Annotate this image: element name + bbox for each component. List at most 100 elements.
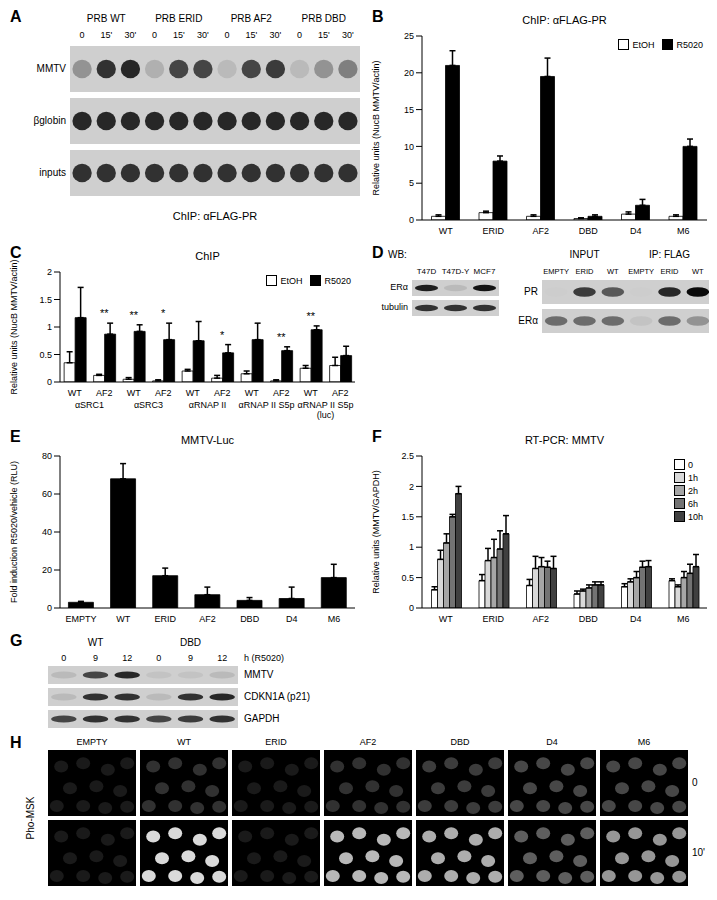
svg-text:PRB WT: PRB WT	[87, 13, 126, 24]
svg-text:5: 5	[409, 178, 414, 188]
svg-text:2.5: 2.5	[401, 451, 414, 461]
svg-text:WT: WT	[177, 737, 191, 747]
svg-text:20: 20	[404, 68, 414, 78]
svg-text:AF2: AF2	[199, 614, 216, 624]
svg-text:0.5: 0.5	[39, 350, 52, 360]
svg-text:30': 30'	[125, 30, 137, 40]
svg-text:AF2: AF2	[96, 388, 113, 398]
svg-text:WB:: WB:	[388, 249, 407, 260]
svg-text:WT: WT	[245, 388, 259, 398]
svg-text:15: 15	[404, 105, 414, 115]
svg-text:10': 10'	[692, 847, 705, 858]
svg-text:*: *	[220, 329, 225, 341]
svg-text:0: 0	[409, 603, 414, 613]
svg-text:0: 0	[80, 30, 85, 40]
svg-text:ERID: ERID	[661, 267, 680, 276]
svg-text:EMPTY: EMPTY	[76, 737, 107, 747]
svg-text:9: 9	[93, 653, 98, 663]
svg-text:0: 0	[409, 215, 414, 225]
svg-text:D4: D4	[546, 737, 558, 747]
svg-text:tubulin: tubulin	[381, 302, 408, 312]
svg-text:WT: WT	[439, 614, 453, 624]
svg-text:IP: FLAG: IP: FLAG	[649, 249, 690, 260]
svg-text:ChIP: αFLAG-PR: ChIP: αFLAG-PR	[173, 210, 258, 222]
svg-text:ERα: ERα	[390, 282, 408, 292]
svg-text:AF2: AF2	[332, 388, 349, 398]
svg-text:15': 15'	[100, 30, 112, 40]
svg-text:DBD: DBD	[579, 614, 599, 624]
svg-text:M6: M6	[677, 614, 690, 624]
svg-text:ERID: ERID	[482, 614, 504, 624]
svg-text:1: 1	[409, 542, 414, 552]
svg-text:D4: D4	[286, 614, 298, 624]
svg-text:2: 2	[47, 267, 52, 277]
svg-text:0: 0	[225, 30, 230, 40]
svg-text:10: 10	[404, 142, 414, 152]
svg-text:15': 15'	[318, 30, 330, 40]
svg-text:A: A	[10, 8, 22, 25]
svg-text:30': 30'	[197, 30, 209, 40]
svg-text:PRB ERID: PRB ERID	[155, 13, 202, 24]
svg-text:Fold induction R5020/vehicle (: Fold induction R5020/vehicle (RLU)	[9, 461, 19, 603]
svg-text:βglobin: βglobin	[34, 115, 66, 126]
svg-text:WT: WT	[127, 388, 141, 398]
svg-text:9: 9	[188, 653, 193, 663]
svg-text:ERα: ERα	[518, 315, 538, 326]
svg-text:Pho-MSK: Pho-MSK	[25, 796, 36, 839]
svg-text:ERID: ERID	[265, 737, 287, 747]
svg-text:Relative units (NucB MMTV/acti: Relative units (NucB MMTV/actin)	[371, 60, 381, 195]
svg-text:20: 20	[42, 565, 52, 575]
svg-text:MMTV: MMTV	[37, 63, 67, 74]
svg-text:DBD: DBD	[180, 637, 201, 648]
svg-text:**: **	[129, 309, 138, 321]
svg-text:25: 25	[404, 31, 414, 41]
svg-text:WT: WT	[692, 267, 704, 276]
svg-text:AF2: AF2	[273, 388, 290, 398]
svg-text:MCF7: MCF7	[474, 267, 496, 276]
svg-text:Relative units (MMTV/GAPDH): Relative units (MMTV/GAPDH)	[371, 470, 381, 594]
svg-text:30': 30'	[270, 30, 282, 40]
svg-text:**: **	[100, 307, 109, 319]
svg-text:1.5: 1.5	[401, 512, 414, 522]
svg-text:AF2: AF2	[532, 614, 549, 624]
svg-text:80: 80	[42, 451, 52, 461]
svg-text:15': 15'	[173, 30, 185, 40]
svg-text:ERID: ERID	[576, 267, 595, 276]
svg-text:T47D: T47D	[417, 267, 437, 276]
svg-text:0: 0	[156, 653, 161, 663]
svg-text:h (R5020): h (R5020)	[244, 653, 284, 663]
svg-text:0: 0	[47, 603, 52, 613]
svg-text:12: 12	[217, 653, 227, 663]
svg-text:WT: WT	[304, 388, 318, 398]
svg-text:M6: M6	[677, 226, 690, 236]
svg-text:WT: WT	[88, 637, 104, 648]
svg-text:ERID: ERID	[155, 614, 177, 624]
svg-text:30': 30'	[342, 30, 354, 40]
svg-text:40: 40	[42, 527, 52, 537]
svg-text:M6: M6	[638, 737, 651, 747]
svg-text:2: 2	[409, 482, 414, 492]
svg-text:0: 0	[47, 377, 52, 387]
svg-text:1: 1	[47, 322, 52, 332]
svg-text:WT: WT	[186, 388, 200, 398]
svg-text:0: 0	[297, 30, 302, 40]
svg-text:G: G	[10, 632, 22, 649]
svg-text:PR: PR	[524, 286, 538, 297]
svg-text:DBD: DBD	[450, 737, 470, 747]
svg-text:AF2: AF2	[214, 388, 231, 398]
svg-text:WT: WT	[607, 267, 619, 276]
svg-text:AF2: AF2	[360, 737, 377, 747]
svg-text:60: 60	[42, 489, 52, 499]
svg-text:*: *	[161, 307, 166, 319]
svg-text:EMPTY: EMPTY	[628, 267, 654, 276]
svg-text:D4: D4	[630, 614, 642, 624]
svg-text:Relative units (NucB MMTV/acti: Relative units (NucB MMTV/actin)	[9, 259, 19, 394]
svg-text:D4: D4	[630, 226, 642, 236]
svg-text:0: 0	[61, 653, 66, 663]
svg-text:DBD: DBD	[240, 614, 260, 624]
svg-text:D: D	[372, 244, 384, 261]
svg-text:0: 0	[152, 30, 157, 40]
svg-text:AF2: AF2	[532, 226, 549, 236]
svg-text:PRB DBD: PRB DBD	[302, 13, 346, 24]
svg-text:EMPTY: EMPTY	[66, 614, 97, 624]
